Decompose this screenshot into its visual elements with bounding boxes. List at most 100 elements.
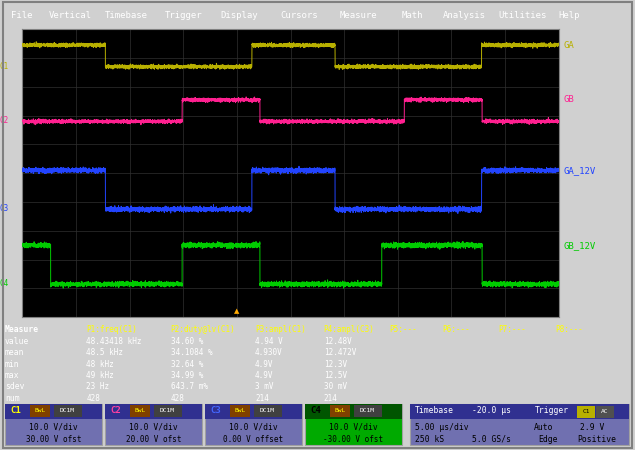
Text: P1:freq(C1): P1:freq(C1) bbox=[86, 325, 137, 334]
Text: sdev: sdev bbox=[5, 382, 25, 392]
Text: P8:---: P8:--- bbox=[555, 325, 583, 334]
Text: Vertical: Vertical bbox=[49, 11, 92, 20]
Text: status: status bbox=[5, 405, 34, 414]
Text: 4.9V: 4.9V bbox=[255, 371, 274, 380]
Bar bbox=[205, 404, 302, 446]
Bar bbox=[305, 404, 402, 419]
Text: DC1M: DC1M bbox=[360, 408, 375, 413]
Text: 49 kHz: 49 kHz bbox=[86, 371, 114, 380]
Text: 23 Hz: 23 Hz bbox=[86, 382, 109, 392]
Text: 5.0 GS/s: 5.0 GS/s bbox=[472, 435, 511, 444]
Text: Auto: Auto bbox=[533, 423, 553, 432]
Text: C3: C3 bbox=[0, 204, 9, 213]
Bar bbox=[5, 404, 102, 419]
Bar bbox=[205, 404, 302, 419]
Text: Measure: Measure bbox=[5, 325, 39, 334]
Text: 4.94 V: 4.94 V bbox=[255, 337, 283, 346]
Text: 12.5V: 12.5V bbox=[324, 371, 347, 380]
Text: GA_12V: GA_12V bbox=[563, 166, 596, 175]
Text: C4: C4 bbox=[310, 406, 321, 415]
Bar bbox=[130, 405, 150, 417]
Text: 48.5 kHz: 48.5 kHz bbox=[86, 348, 123, 357]
Text: 3 mV: 3 mV bbox=[255, 382, 274, 392]
Text: 48 kHz: 48 kHz bbox=[86, 360, 114, 369]
Bar bbox=[410, 404, 529, 419]
Text: 30 mV: 30 mV bbox=[324, 382, 347, 392]
Text: ✓: ✓ bbox=[171, 405, 175, 414]
Bar bbox=[230, 405, 250, 417]
Text: P2:duty@lv(C1): P2:duty@lv(C1) bbox=[171, 325, 236, 334]
Text: ▲: ▲ bbox=[234, 308, 239, 315]
Text: GA: GA bbox=[563, 40, 574, 50]
Text: GB: GB bbox=[563, 95, 574, 104]
Text: DC1M: DC1M bbox=[260, 408, 275, 413]
Text: BwL: BwL bbox=[335, 408, 345, 413]
Text: P6:---: P6:--- bbox=[443, 325, 471, 334]
Text: num: num bbox=[5, 394, 20, 403]
Bar bbox=[354, 405, 382, 417]
Text: Timebase: Timebase bbox=[415, 406, 454, 415]
Text: C1: C1 bbox=[10, 406, 21, 415]
Text: 12.472V: 12.472V bbox=[324, 348, 356, 357]
Text: 2.9 V: 2.9 V bbox=[580, 423, 605, 432]
Text: BwL: BwL bbox=[234, 408, 246, 413]
Text: C3: C3 bbox=[210, 406, 221, 415]
Text: -30.00 V ofst: -30.00 V ofst bbox=[323, 435, 384, 444]
Bar bbox=[105, 404, 202, 446]
Text: C1: C1 bbox=[0, 62, 9, 71]
Text: Timebase: Timebase bbox=[105, 11, 148, 20]
Text: 5.00 µs/div: 5.00 µs/div bbox=[415, 423, 469, 432]
Text: ✓: ✓ bbox=[255, 405, 260, 414]
Text: max: max bbox=[5, 371, 20, 380]
Text: value: value bbox=[5, 337, 29, 346]
Text: ✓: ✓ bbox=[324, 405, 328, 414]
Text: AC: AC bbox=[601, 409, 609, 414]
Bar bbox=[105, 404, 202, 419]
Text: Display: Display bbox=[220, 11, 258, 20]
Text: C4: C4 bbox=[0, 279, 9, 288]
Bar bbox=[154, 405, 182, 417]
Text: Edge: Edge bbox=[538, 435, 558, 444]
Text: 48.43418 kHz: 48.43418 kHz bbox=[86, 337, 142, 346]
Text: C2: C2 bbox=[110, 406, 121, 415]
Text: Measure: Measure bbox=[339, 11, 377, 20]
Text: 214: 214 bbox=[255, 394, 269, 403]
Text: DC1M: DC1M bbox=[160, 408, 175, 413]
Text: -20.0 µs: -20.0 µs bbox=[472, 406, 511, 415]
Text: 0.00 V offset: 0.00 V offset bbox=[224, 435, 283, 444]
Text: Utilities: Utilities bbox=[498, 11, 547, 20]
Bar bbox=[5, 404, 102, 446]
Text: 20.00 V ofst: 20.00 V ofst bbox=[126, 435, 181, 444]
Text: 4.930V: 4.930V bbox=[255, 348, 283, 357]
Text: Trigger: Trigger bbox=[164, 11, 202, 20]
Text: Trigger: Trigger bbox=[535, 406, 569, 415]
Text: 34.60 %: 34.60 % bbox=[171, 337, 203, 346]
Text: 10.0 V/div: 10.0 V/div bbox=[29, 423, 78, 432]
Text: 428: 428 bbox=[86, 394, 100, 403]
Text: 12.3V: 12.3V bbox=[324, 360, 347, 369]
Bar bbox=[54, 405, 82, 417]
Text: 34.1084 %: 34.1084 % bbox=[171, 348, 212, 357]
Text: 428: 428 bbox=[171, 394, 185, 403]
Bar bbox=[305, 404, 402, 446]
Text: 4.9V: 4.9V bbox=[255, 360, 274, 369]
Text: BwL: BwL bbox=[135, 408, 145, 413]
Text: mean: mean bbox=[5, 348, 25, 357]
Bar bbox=[529, 404, 629, 419]
Text: 12.48V: 12.48V bbox=[324, 337, 352, 346]
Text: ✓: ✓ bbox=[86, 405, 91, 414]
Text: 10.0 V/div: 10.0 V/div bbox=[329, 423, 378, 432]
Text: DC1M: DC1M bbox=[60, 408, 75, 413]
Text: P7:---: P7:--- bbox=[498, 325, 526, 334]
Text: P4:ampl(C3): P4:ampl(C3) bbox=[324, 325, 375, 334]
Text: 10.0 V/div: 10.0 V/div bbox=[229, 423, 278, 432]
Text: Help: Help bbox=[558, 11, 580, 20]
Bar bbox=[254, 405, 282, 417]
Text: BwL: BwL bbox=[34, 408, 46, 413]
Text: File: File bbox=[11, 11, 33, 20]
Text: P3:ampl(C1): P3:ampl(C1) bbox=[255, 325, 306, 334]
Bar bbox=[410, 404, 629, 446]
Bar bbox=[30, 405, 50, 417]
Bar bbox=[577, 405, 595, 418]
Text: Math: Math bbox=[402, 11, 424, 20]
